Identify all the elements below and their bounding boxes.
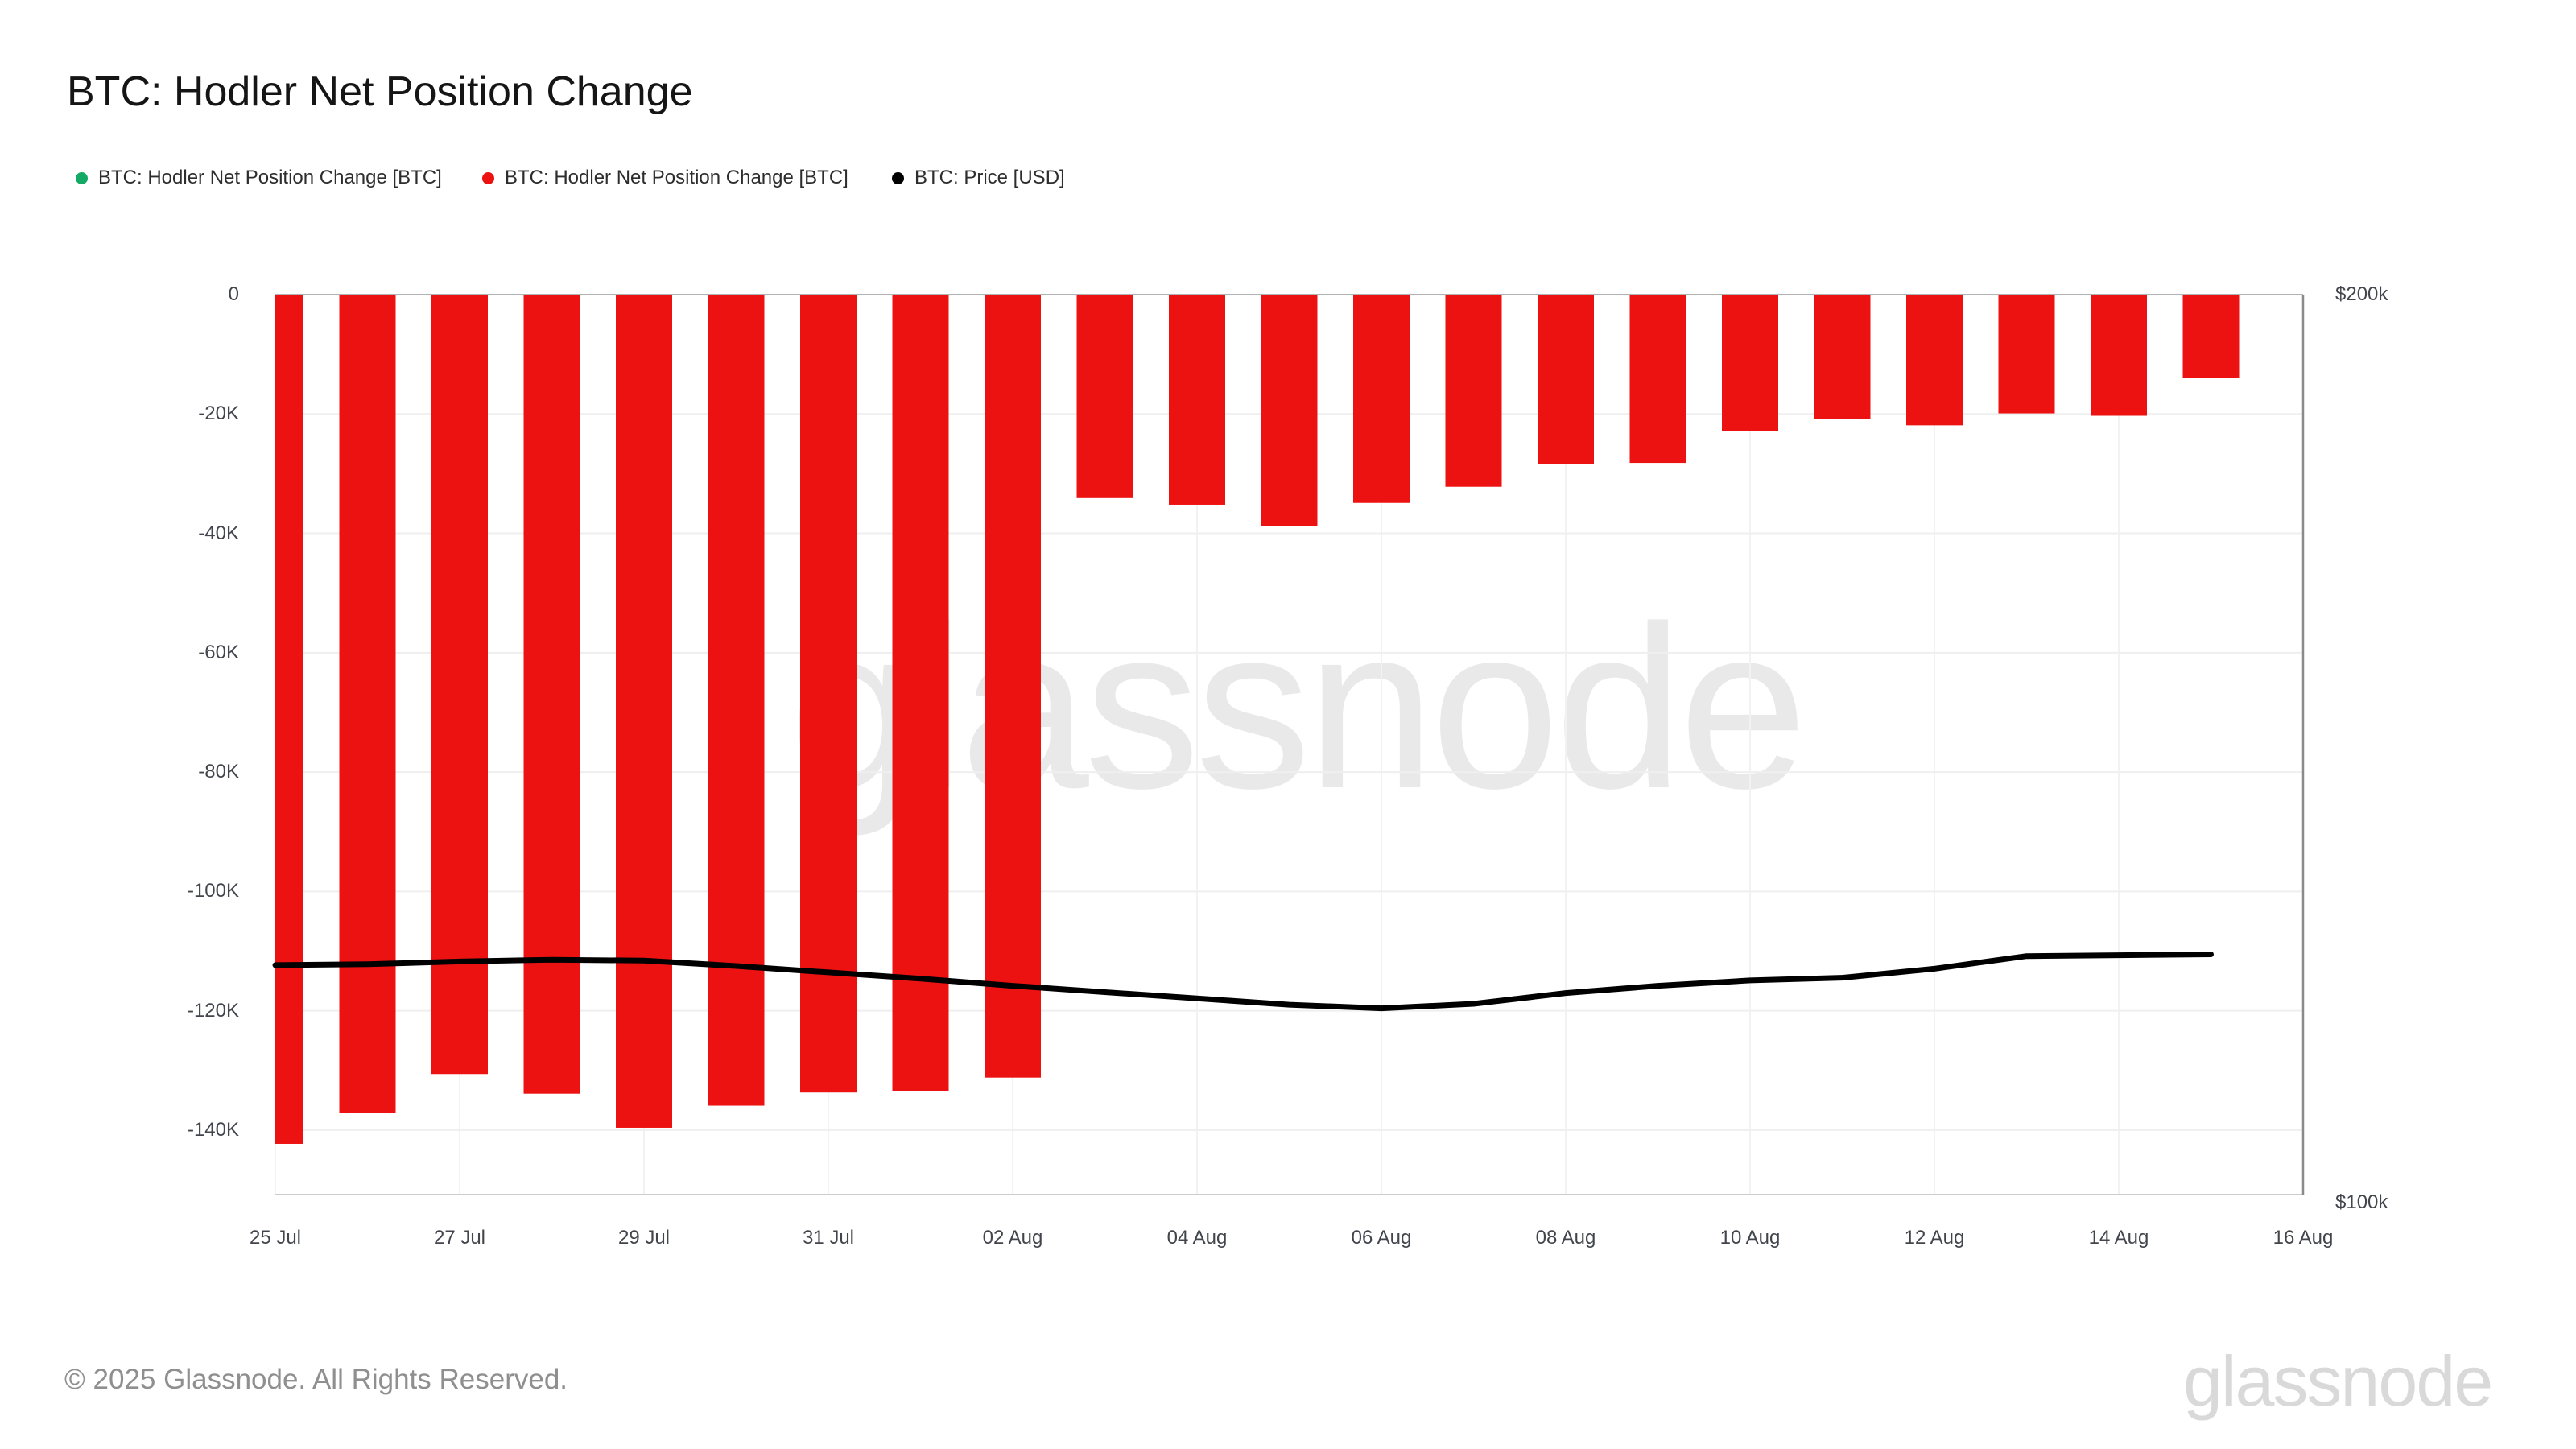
x-axis-tick-label: 29 Jul xyxy=(617,1227,671,1249)
glassnode-watermark: glassnode xyxy=(789,578,1807,837)
legend-item-hodler-net-position-red[interactable]: BTC: Hodler Net Position Change [BTC] xyxy=(482,165,848,191)
glassnode-logo: glassnode xyxy=(2183,1341,2493,1421)
bar-29-jul[interactable] xyxy=(616,295,672,1128)
bar-11-aug[interactable] xyxy=(1814,295,1871,419)
price-axis-tick-label: $200k xyxy=(2335,283,2388,305)
x-axis-tick-label: 06 Aug xyxy=(1351,1227,1412,1249)
bar-27-jul[interactable] xyxy=(431,295,488,1075)
x-axis-tick-label: 08 Aug xyxy=(1535,1227,1596,1249)
y-axis-tick-label: -140K xyxy=(187,1118,239,1141)
x-axis-tick-label: 02 Aug xyxy=(982,1227,1043,1249)
legend-label: BTC: Hodler Net Position Change [BTC] xyxy=(505,167,848,188)
y-axis-tick-label: 0 xyxy=(228,283,239,305)
x-axis-tick-label: 31 Jul xyxy=(802,1227,855,1249)
x-axis-tick-label: 10 Aug xyxy=(1719,1227,1781,1249)
bar-03-aug[interactable] xyxy=(1076,295,1133,498)
bar-04-aug[interactable] xyxy=(1169,295,1225,505)
bar-15-aug[interactable] xyxy=(2182,295,2240,378)
bar-02-aug[interactable] xyxy=(985,295,1041,1078)
legend-marker-green-icon xyxy=(76,171,88,184)
bar-28-jul[interactable] xyxy=(523,295,580,1094)
bar-30-jul[interactable] xyxy=(708,295,765,1106)
y-axis-tick-label: -100K xyxy=(187,880,239,902)
copyright-text: © 2025 Glassnode. All Rights Reserved. xyxy=(64,1364,568,1395)
bar-06-aug[interactable] xyxy=(1353,295,1410,503)
legend-label: BTC: Hodler Net Position Change [BTC] xyxy=(98,167,442,188)
x-axis-tick-label: 16 Aug xyxy=(2273,1227,2334,1249)
bar-10-aug[interactable] xyxy=(1722,295,1778,431)
bar-25-jul[interactable] xyxy=(275,295,303,1144)
y-axis-tick-label: -80K xyxy=(198,761,239,783)
bar-26-jul[interactable] xyxy=(339,295,396,1113)
y-axis-tick-label: -60K xyxy=(198,641,239,663)
x-axis-tick-label: 27 Jul xyxy=(433,1227,486,1249)
x-axis-tick-label: 04 Aug xyxy=(1166,1227,1228,1249)
x-axis-tick-label: 14 Aug xyxy=(2088,1227,2149,1249)
bar-01-aug[interactable] xyxy=(892,295,949,1091)
x-axis-tick-label: 12 Aug xyxy=(1904,1227,1965,1249)
bar-07-aug[interactable] xyxy=(1445,295,1502,487)
legend-marker-black-icon xyxy=(892,171,904,184)
y-axis-tick-label: -20K xyxy=(198,402,239,425)
legend-label: BTC: Price [USD] xyxy=(914,167,1065,188)
chart-title: BTC: Hodler Net Position Change xyxy=(67,68,693,115)
bar-13-aug[interactable] xyxy=(1998,295,2055,414)
price-line[interactable] xyxy=(272,952,2214,1012)
bar-09-aug[interactable] xyxy=(1629,295,1686,464)
bar-31-jul[interactable] xyxy=(800,295,857,1093)
bar-14-aug[interactable] xyxy=(2091,295,2147,416)
x-axis-tick-label: 25 Jul xyxy=(249,1227,302,1249)
bar-05-aug[interactable] xyxy=(1261,295,1318,526)
legend-item-btc-price[interactable]: BTC: Price [USD] xyxy=(892,165,1065,191)
price-axis-tick-label: $100k xyxy=(2335,1191,2388,1213)
y-axis-tick-label: -120K xyxy=(187,999,239,1022)
bar-08-aug[interactable] xyxy=(1538,295,1594,464)
y-axis-tick-label: -40K xyxy=(198,522,239,544)
legend-item-hodler-net-position-green[interactable]: BTC: Hodler Net Position Change [BTC] xyxy=(76,165,442,191)
bar-12-aug[interactable] xyxy=(1906,295,1963,426)
legend-marker-red-icon xyxy=(482,171,494,184)
